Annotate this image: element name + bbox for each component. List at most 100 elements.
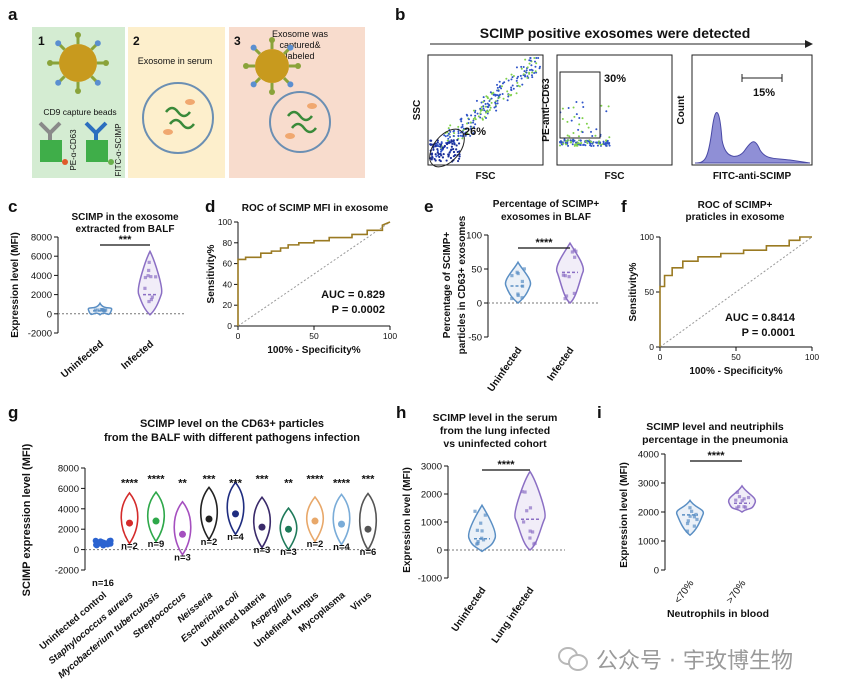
- flow-event: [519, 74, 522, 77]
- flow-event: [488, 104, 491, 107]
- flow-event: [524, 75, 527, 78]
- flow-event: [456, 159, 460, 163]
- antibody-head: [269, 89, 275, 95]
- flow-event: [594, 134, 597, 137]
- flow-event: [449, 130, 452, 133]
- flow-xlabel: FSC: [476, 171, 496, 182]
- flow-event: [539, 65, 541, 68]
- violin-5: [226, 481, 245, 536]
- n-label: n=3: [280, 547, 297, 558]
- flow-event: [461, 123, 464, 126]
- panel-letter-h: h: [396, 403, 406, 422]
- flow-event: [485, 95, 488, 98]
- n-label: n=9: [148, 539, 165, 550]
- data-point: [528, 506, 533, 510]
- significance-stars: ***: [256, 473, 270, 485]
- flow-event: [500, 87, 503, 90]
- flow-event: [606, 142, 609, 145]
- n-label: n=3: [174, 552, 191, 563]
- data-point: [510, 296, 514, 301]
- y-tick-label: -2000: [28, 329, 52, 340]
- flow-event: [486, 112, 489, 115]
- data-point: [480, 529, 484, 533]
- data-point: [563, 274, 567, 278]
- y-tick-label: 100: [466, 231, 482, 242]
- panel-letter-a: a: [8, 5, 18, 24]
- y-tick-label: 0: [649, 342, 654, 352]
- flow-event: [502, 97, 505, 100]
- antibody-head: [47, 60, 53, 66]
- y-tick-label: 4000: [31, 271, 52, 282]
- flow-event: [460, 126, 463, 129]
- flow-event: [473, 126, 476, 129]
- flow-event: [559, 144, 562, 147]
- data-point: [107, 540, 114, 547]
- violin-uninfected: [467, 503, 497, 553]
- antibody-head: [269, 37, 275, 43]
- x-tick-label: Mycobacterium tuberculosis: [56, 590, 162, 681]
- data-point: [364, 525, 372, 533]
- flow-event: [464, 128, 467, 131]
- flow-event: [605, 110, 608, 113]
- flow-event: [515, 92, 518, 95]
- flow-event: [456, 150, 459, 154]
- n-label: n=16: [92, 578, 114, 589]
- data-point: [692, 515, 697, 519]
- roc-curve: [237, 221, 391, 326]
- data-point: [523, 490, 527, 494]
- flow-event: [534, 65, 537, 68]
- data-point: [564, 294, 569, 298]
- data-point: [573, 255, 577, 259]
- flow-event: [451, 142, 454, 145]
- histogram-fill: [694, 112, 811, 164]
- gate-rect: [559, 71, 601, 139]
- flow-event: [518, 85, 521, 88]
- x-axis-label: 100% - Specificity%: [267, 345, 360, 356]
- flow-event: [510, 93, 513, 96]
- flow-event: [567, 144, 570, 147]
- flow-event: [496, 86, 499, 89]
- data-point: [473, 509, 477, 513]
- flow-event: [595, 141, 598, 144]
- data-point: [570, 250, 574, 254]
- data-point: [152, 517, 160, 525]
- step3-label-line2: captured&: [279, 40, 320, 50]
- antibody-head: [287, 44, 294, 51]
- flow-event: [453, 143, 456, 146]
- flow-event: [459, 134, 462, 137]
- flow-event: [530, 64, 533, 67]
- rna-strand: [169, 118, 195, 130]
- panel-b-flow-cytometry: SCIMP positive exosomes were detected SSC…: [412, 25, 813, 182]
- flow-event: [465, 131, 468, 134]
- flow-event: [522, 73, 525, 76]
- flow-event: [576, 144, 579, 147]
- flow-event: [520, 77, 523, 80]
- flow-event: [566, 141, 569, 144]
- flow-event: [589, 142, 592, 145]
- antibody-head: [103, 60, 109, 66]
- panel-letter-d: d: [205, 197, 215, 216]
- flow-event: [481, 108, 484, 111]
- watermark: 公众号 · 宇玫博生物: [558, 644, 793, 674]
- flow-event: [455, 144, 458, 147]
- data-point: [104, 308, 108, 312]
- data-point: [528, 536, 532, 540]
- data-point: [143, 286, 147, 290]
- flow-event: [590, 144, 593, 147]
- fitc-dot: [108, 159, 114, 165]
- y-axis-label: Percentage of SCIMP+: [442, 232, 453, 339]
- data-point: [258, 523, 266, 531]
- flow-event: [446, 146, 449, 149]
- flow-event: [443, 134, 446, 137]
- flow-event: [452, 147, 455, 151]
- flow-event: [534, 70, 537, 73]
- flow-event: [522, 65, 525, 68]
- flow-xlabel: FITC-anti-SCIMP: [713, 171, 792, 182]
- flow-event: [529, 59, 532, 62]
- flow-event: [474, 111, 477, 114]
- flow-event: [499, 85, 502, 88]
- y-tick-label: 0: [74, 545, 79, 556]
- n-label: n=2: [121, 541, 138, 552]
- chart-title: Percentage of SCIMP+: [493, 199, 600, 210]
